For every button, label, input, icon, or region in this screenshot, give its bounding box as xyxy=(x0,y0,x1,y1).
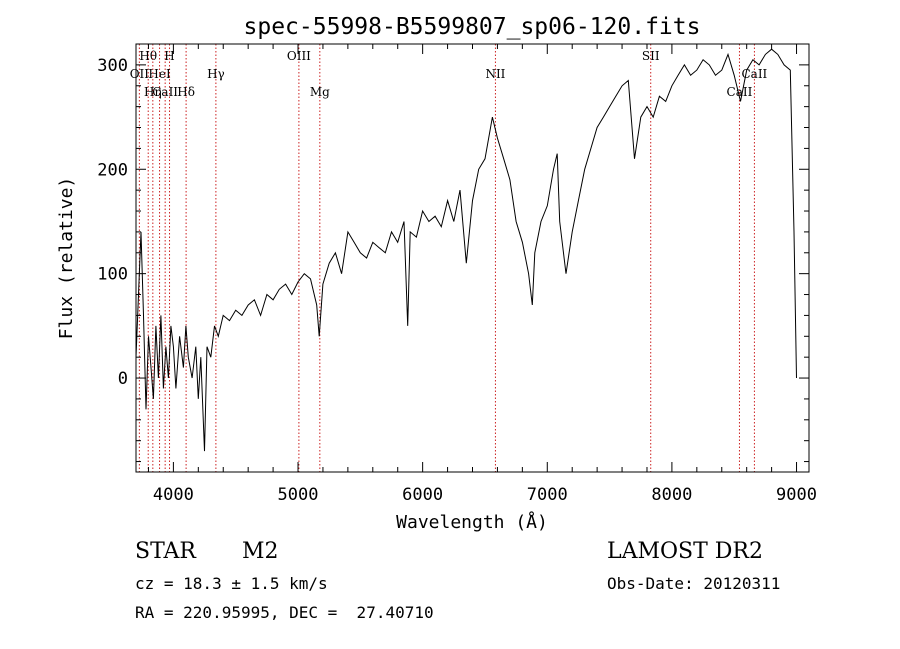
y-tick-label-3: 300 xyxy=(97,56,128,76)
spectrum-series-line xyxy=(135,48,797,452)
x-tick-label-1: 5000 xyxy=(278,485,319,505)
chart-title: spec-55998-B5599807_sp06-120.fits xyxy=(244,14,701,40)
line-label-11: Mg xyxy=(310,85,330,99)
line-label-6: NII xyxy=(485,67,505,81)
axis-ticks: 4000 5000 6000 7000 8000 9000 0 100 200 300 xyxy=(97,43,817,505)
x-tick-label-4: 8000 xyxy=(651,485,692,505)
x-tick-label-2: 6000 xyxy=(402,485,443,505)
coordinates: RA = 220.95995, DEC = 27.40710 xyxy=(135,603,434,622)
line-label-4: Hγ xyxy=(207,67,225,81)
x-tick-label-0: 4000 xyxy=(153,485,194,505)
line-label-9: Hη xyxy=(144,85,162,99)
line-label-1: H xyxy=(164,49,174,63)
object-class: STAR xyxy=(135,539,196,564)
x-axis-label: Wavelength (Å) xyxy=(396,511,548,533)
line-label-7: SII xyxy=(642,49,660,63)
line-label-8: CaII xyxy=(152,85,178,99)
y-tick-label-2: 200 xyxy=(97,160,128,180)
object-subclass: M2 xyxy=(242,539,279,564)
line-label-3: HeI xyxy=(148,67,171,81)
x-tick-label-3: 7000 xyxy=(527,485,568,505)
line-label-12: CaII xyxy=(727,85,753,99)
line-label-10: Hδ xyxy=(177,85,195,99)
line-label-0: Hθ xyxy=(139,49,157,63)
redshift-cz: cz = 18.3 ± 1.5 km/s xyxy=(135,574,328,593)
line-label-5: OIII xyxy=(287,49,311,63)
y-tick-label-1: 100 xyxy=(97,265,128,285)
plot-frame xyxy=(135,43,810,473)
survey-name: LAMOST DR2 xyxy=(607,539,763,564)
observation-date: Obs-Date: 20120311 xyxy=(607,574,781,593)
y-axis-label: Flux (relative) xyxy=(56,177,77,340)
x-tick-label-5: 9000 xyxy=(776,485,817,505)
line-label-13: CaII xyxy=(741,67,767,81)
line-label-2: OII xyxy=(130,67,150,81)
y-tick-label-0: 0 xyxy=(118,369,128,389)
